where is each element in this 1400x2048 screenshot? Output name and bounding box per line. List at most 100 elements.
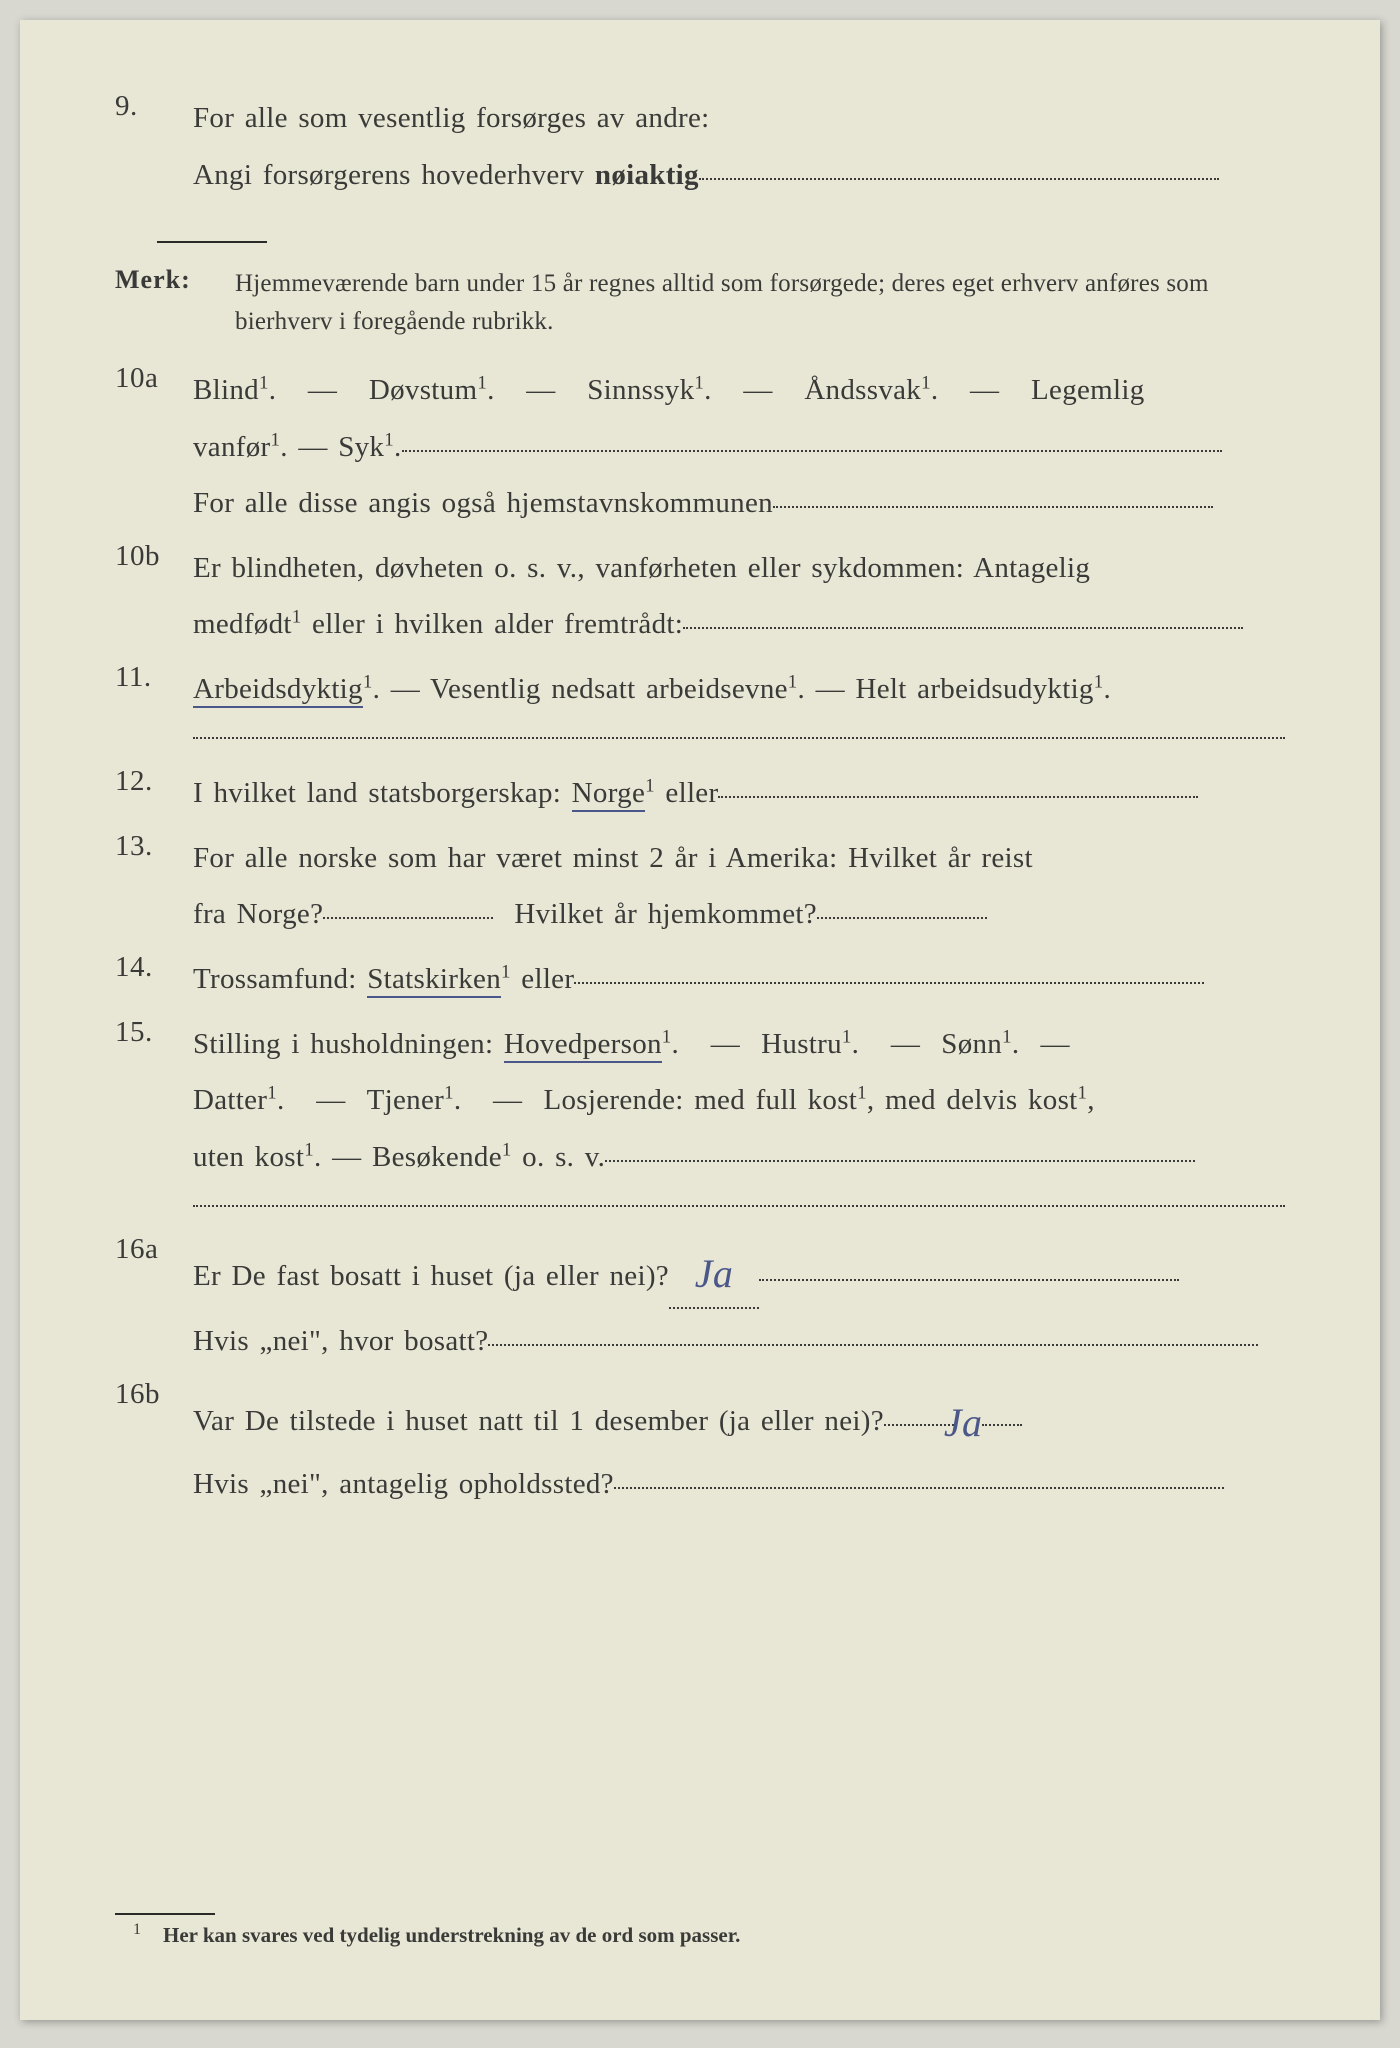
q16a-q1: Er De fast bosatt i huset (ja eller nei)… [193, 1260, 669, 1292]
q13-number: 13. [115, 830, 193, 863]
q10a-number: 10a [115, 362, 193, 395]
q11-number: 11. [115, 661, 193, 694]
q14-text: Trossamfund: [193, 963, 367, 995]
q10a-dovstum: Døvstum [369, 374, 477, 406]
dash: — [288, 431, 338, 463]
q12-number: 12. [115, 765, 193, 798]
dash: — [380, 673, 430, 705]
q15-sonn: Sønn [941, 1028, 1002, 1060]
note-merk: Merk: Hjemmeværende barn under 15 år reg… [115, 265, 1285, 340]
q15-datter: Datter [193, 1084, 267, 1116]
q15-hustru: Hustru [761, 1028, 842, 1060]
footnote-number: 1 [133, 1921, 141, 1938]
q10a-andssvak: Åndssvak [804, 374, 921, 406]
q9-blank[interactable] [699, 178, 1219, 180]
q16b-content: Var De tilstede i huset natt til 1 desem… [193, 1378, 1285, 1513]
q15-uten: uten kost [193, 1141, 304, 1173]
q14-number: 14. [115, 951, 193, 984]
question-10a: 10a Blind1. — Døvstum1. — Sinnssyk1. — Å… [115, 362, 1285, 532]
q14-eller: eller [511, 963, 575, 995]
q10a-blind: Blind [193, 374, 259, 406]
q10a-blank2[interactable] [773, 506, 1213, 508]
q16b-blank2[interactable] [614, 1487, 1224, 1489]
q15-delvis: med delvis kost [885, 1084, 1078, 1116]
q16a-content: Er De fast bosatt i huset (ja eller nei)… [193, 1233, 1285, 1370]
q13-line1: For alle norske som har været minst 2 år… [193, 842, 1033, 874]
dash: — [483, 1084, 533, 1116]
q16a-q2: Hvis „nei", hvor bosatt? [193, 1325, 488, 1357]
q10b-line1: Er blindheten, døvheten o. s. v., vanfør… [193, 552, 1090, 584]
q11-content: Arbeidsdyktig1. — Vesentlig nedsatt arbe… [193, 661, 1285, 718]
dash: — [733, 374, 783, 406]
dash: — [322, 1141, 372, 1173]
q10b-blank[interactable] [683, 627, 1243, 629]
question-14: 14. Trossamfund: Statskirken1 eller [115, 951, 1285, 1008]
q12-blank[interactable] [718, 796, 1198, 798]
q15-losjerende: Losjerende: med full kost [543, 1084, 857, 1116]
q10a-blank1[interactable] [402, 450, 1222, 452]
dash: — [805, 673, 855, 705]
q9-line2a: Angi forsørgerens hovederhverv [193, 159, 595, 191]
q12-text: I hvilket land statsborgerskap: [193, 777, 572, 809]
dash: — [960, 374, 1010, 406]
q16a-blank1b[interactable] [759, 1279, 1179, 1281]
q16b-q1: Var De tilstede i huset natt til 1 desem… [193, 1405, 884, 1437]
q16a-blank2[interactable] [488, 1344, 1258, 1346]
merk-label: Merk: [115, 265, 235, 295]
merk-text: Hjemmeværende barn under 15 år regnes al… [235, 265, 1285, 340]
q9-number: 9. [115, 90, 193, 123]
q10a-vanfor: vanfør [193, 431, 271, 463]
q16a-ans1-blank[interactable]: Ja [669, 1229, 759, 1309]
q11-arbeidsdyktig: Arbeidsdyktig [193, 673, 363, 708]
q15-content: Stilling i husholdningen: Hovedperson1. … [193, 1016, 1285, 1186]
q15-blank[interactable] [605, 1160, 1195, 1162]
q16b-number: 16b [115, 1378, 193, 1411]
short-rule-wrap [157, 233, 1285, 251]
q16b-q2: Hvis „nei", antagelig opholdssted? [193, 1468, 614, 1500]
q16a-number: 16a [115, 1233, 193, 1266]
q12-eller: eller [655, 777, 719, 809]
q10b-medfodt: medfødt [193, 608, 292, 640]
footnote-text: Her kan svares ved tydelig understreknin… [163, 1923, 740, 1947]
q13-blank2[interactable] [817, 917, 987, 919]
q12-content: I hvilket land statsborgerskap: Norge1 e… [193, 765, 1285, 822]
q15-hovedperson: Hovedperson [504, 1028, 662, 1063]
q9-line1: For alle som vesentlig forsørges av andr… [193, 102, 710, 134]
dash: — [700, 1028, 750, 1060]
census-form-page: 9. For alle som vesentlig forsørges av a… [20, 20, 1380, 2020]
section-divider-1 [193, 737, 1285, 739]
q12-norge: Norge [572, 777, 645, 812]
q15-pre: Stilling i husholdningen: [193, 1028, 504, 1060]
question-13: 13. For alle norske som har været minst … [115, 830, 1285, 943]
dash: — [516, 374, 566, 406]
q16b-answer-ja: Ja [944, 1384, 982, 1462]
question-12: 12. I hvilket land statsborgerskap: Norg… [115, 765, 1285, 822]
q15-osv: o. s. v. [512, 1141, 606, 1173]
dash: — [297, 374, 347, 406]
q10b-number: 10b [115, 540, 193, 573]
short-rule-icon [157, 241, 267, 243]
footnote: 1 Her kan svares ved tydelig understrekni… [115, 1913, 1285, 1948]
dash: — [880, 1028, 930, 1060]
question-15: 15. Stilling i husholdningen: Hovedperso… [115, 1016, 1285, 1186]
q13-content: For alle norske som har været minst 2 år… [193, 830, 1285, 943]
q11-nedsatt: Vesentlig nedsatt arbeidsevne [430, 673, 788, 705]
q13-fra: fra Norge? [193, 898, 323, 930]
q9-noiaktig: nøiaktig [595, 159, 699, 191]
q14-blank[interactable] [574, 982, 1204, 984]
question-10b: 10b Er blindheten, døvheten o. s. v., va… [115, 540, 1285, 653]
q15-besok: Besøkende [372, 1141, 502, 1173]
q15-number: 15. [115, 1016, 193, 1049]
question-16b: 16b Var De tilstede i huset natt til 1 d… [115, 1378, 1285, 1513]
q10a-legemlig: Legemlig [1031, 374, 1145, 406]
q16a-answer-ja: Ja [695, 1235, 733, 1313]
q15-tjener: Tjener [367, 1084, 444, 1116]
q13-blank1[interactable] [323, 917, 493, 919]
q11-helt: Helt arbeidsudyktig [856, 673, 1094, 705]
q10a-content: Blind1. — Døvstum1. — Sinnssyk1. — Åndss… [193, 362, 1285, 532]
question-9: 9. For alle som vesentlig forsørges av a… [115, 90, 1285, 203]
q10b-eller: eller i hvilken alder fremtrådt: [301, 608, 683, 640]
q10a-sinnssyk: Sinnssyk [587, 374, 694, 406]
q9-content: For alle som vesentlig forsørges av andr… [193, 90, 1285, 203]
q16b-blank1b[interactable] [982, 1424, 1022, 1426]
